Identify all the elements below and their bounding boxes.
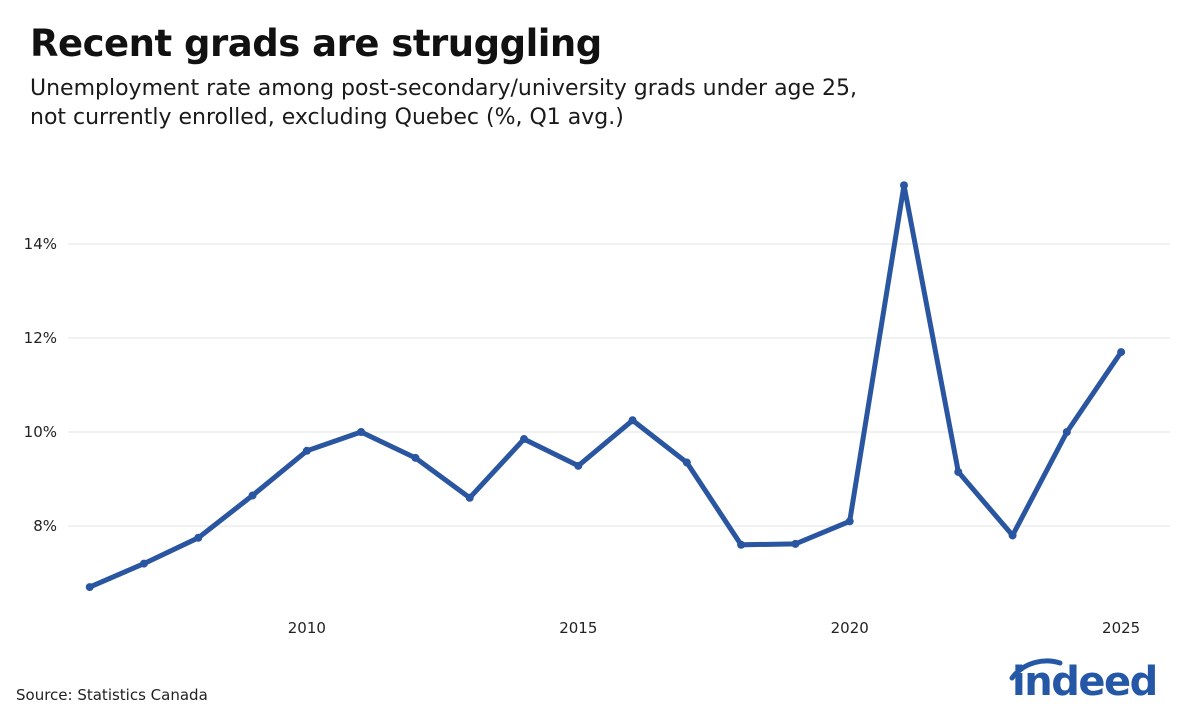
data-point-2022 [954, 467, 963, 476]
gridlines [68, 243, 1170, 527]
chart-subtitle: Unemployment rate among post-secondary/u… [30, 74, 1130, 132]
data-point-2020 [845, 517, 854, 526]
data-point-2014 [520, 435, 528, 444]
y-axis-ticks: 8% 10% 12% 14% [24, 235, 57, 535]
y-tick-label: 8% [33, 517, 57, 535]
x-axis-ticks: 2010 2015 2020 2025 [288, 619, 1140, 637]
x-tick-label: 2010 [288, 619, 326, 637]
data-point-2024 [1062, 428, 1071, 436]
data-point-2018 [737, 540, 746, 549]
x-tick-label: 2025 [1102, 619, 1140, 637]
data-point-2015 [574, 461, 583, 470]
data-point-2019 [791, 539, 800, 548]
y-tick-label: 14% [24, 235, 57, 253]
data-point-2009 [248, 491, 257, 500]
data-point-2007 [140, 559, 148, 568]
data-point-2012 [411, 453, 420, 462]
chart-title: Recent grads are struggling [30, 22, 602, 65]
chart-subtitle-line-1: Unemployment rate among post-secondary/u… [30, 76, 858, 101]
data-point-2016 [628, 416, 637, 425]
data-point-2010 [302, 446, 311, 455]
logo-wordmark: indeed [1012, 659, 1158, 705]
data-point-2017 [682, 458, 691, 467]
data-point-2013 [465, 493, 474, 502]
series [85, 181, 1126, 592]
x-tick-label: 2015 [559, 619, 597, 637]
indeed-logo: indeed [1000, 650, 1170, 710]
data-point-2008 [194, 533, 203, 542]
data-point-2006 [85, 583, 94, 592]
x-tick-label: 2020 [831, 619, 869, 637]
data-point-2011 [357, 428, 366, 436]
series-line [87, 184, 1124, 590]
y-tick-label: 10% [24, 423, 57, 441]
data-point-2025 [1117, 348, 1126, 357]
data-point-2023 [1008, 531, 1017, 540]
data-point-2021 [900, 181, 908, 190]
y-tick-label: 12% [24, 329, 57, 347]
chart-subtitle-line-2: not currently enrolled, excluding Quebec… [30, 105, 624, 130]
logo-swoosh-icon [1009, 658, 1063, 681]
source-note: Source: Statistics Canada [16, 686, 208, 704]
